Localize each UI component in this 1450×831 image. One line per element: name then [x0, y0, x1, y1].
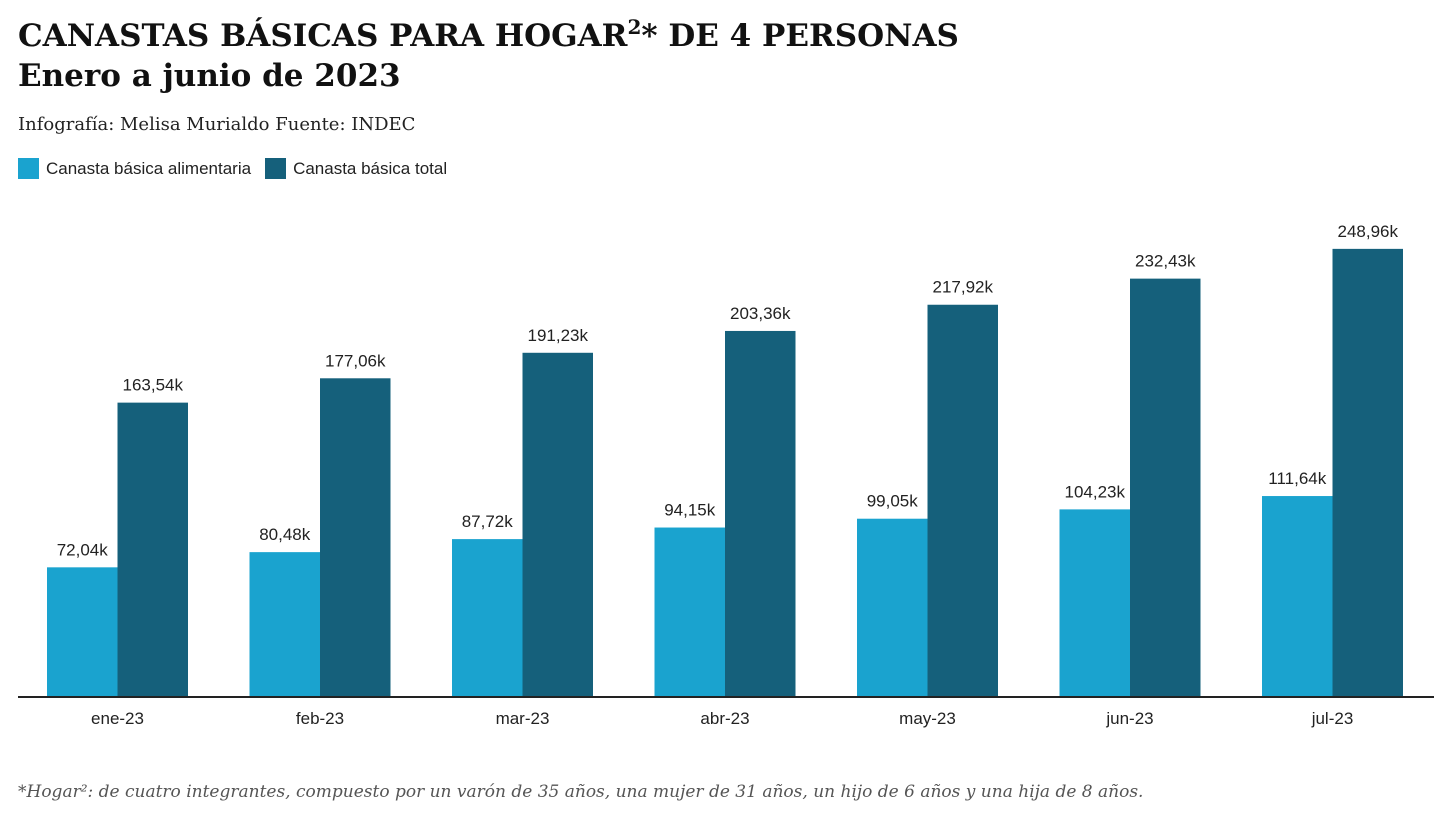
bar-total-feb-23 [320, 378, 391, 697]
data-label-total-jul-23: 248,96k [1338, 222, 1399, 241]
data-label-alimentaria-abr-23: 94,15k [664, 501, 716, 520]
chart-subtitle: Enero a junio de 2023 [18, 58, 401, 94]
bar-alimentaria-mar-23 [452, 539, 523, 697]
credit-line: Infografía: Melisa Murialdo Fuente: INDE… [18, 114, 416, 135]
bar-alimentaria-may-23 [857, 518, 928, 697]
bar-total-ene-23 [117, 402, 188, 697]
data-label-total-ene-23: 163,54k [123, 376, 184, 395]
bar-alimentaria-jul-23 [1262, 496, 1333, 697]
data-label-alimentaria-feb-23: 80,48k [259, 525, 311, 544]
x-tick-label-jun-23: jun-23 [1105, 709, 1153, 728]
bar-alimentaria-ene-23 [47, 567, 118, 697]
legend-swatch-total [265, 158, 287, 179]
title-superscript: 2 [627, 15, 642, 39]
data-label-total-may-23: 217,92k [933, 278, 994, 297]
legend-swatch-alimentaria [18, 158, 39, 179]
data-label-total-jun-23: 232,43k [1135, 252, 1196, 271]
x-tick-label-feb-23: feb-23 [296, 709, 344, 728]
title-text-rest: * DE 4 PERSONAS [641, 18, 959, 54]
legend-item-alimentaria: Canasta básica alimentaria [18, 158, 251, 179]
bar-total-abr-23 [725, 330, 796, 697]
x-tick-label-jul-23: jul-23 [1311, 709, 1354, 728]
legend-label-alimentaria: Canasta básica alimentaria [46, 158, 252, 178]
x-tick-label-ene-23: ene-23 [91, 709, 144, 728]
data-label-alimentaria-mar-23: 87,72k [462, 512, 514, 531]
data-label-alimentaria-may-23: 99,05k [867, 492, 919, 511]
x-tick-label-may-23: may-23 [899, 709, 956, 728]
x-tick-label-abr-23: abr-23 [700, 709, 749, 728]
legend: Canasta básica alimentaria Canasta básic… [18, 158, 461, 179]
bar-alimentaria-abr-23 [654, 527, 725, 697]
data-label-alimentaria-ene-23: 72,04k [57, 540, 109, 559]
title-text: CANASTAS BÁSICAS PARA HOGAR [18, 18, 628, 54]
chart-title: CANASTAS BÁSICAS PARA HOGAR2* DE 4 PERSO… [18, 16, 959, 96]
bar-total-jul-23 [1332, 248, 1403, 697]
footnote: *Hogar²: de cuatro integrantes, compuest… [18, 782, 1144, 802]
bar-total-jun-23 [1130, 278, 1201, 697]
data-label-alimentaria-jun-23: 104,23k [1065, 482, 1126, 501]
bar-alimentaria-jun-23 [1059, 509, 1130, 697]
data-label-total-abr-23: 203,36k [730, 304, 791, 323]
bar-total-mar-23 [522, 352, 593, 697]
data-label-total-mar-23: 191,23k [528, 326, 589, 345]
x-tick-label-mar-23: mar-23 [496, 709, 550, 728]
bar-alimentaria-feb-23 [249, 552, 320, 697]
data-label-total-feb-23: 177,06k [325, 351, 386, 370]
legend-item-total: Canasta básica total [265, 158, 447, 179]
legend-label-total: Canasta básica total [293, 158, 448, 178]
chart-title-line1: CANASTAS BÁSICAS PARA HOGAR2* DE 4 PERSO… [18, 16, 959, 56]
data-label-alimentaria-jul-23: 111,64k [1268, 469, 1326, 488]
bar-total-may-23 [927, 304, 998, 697]
